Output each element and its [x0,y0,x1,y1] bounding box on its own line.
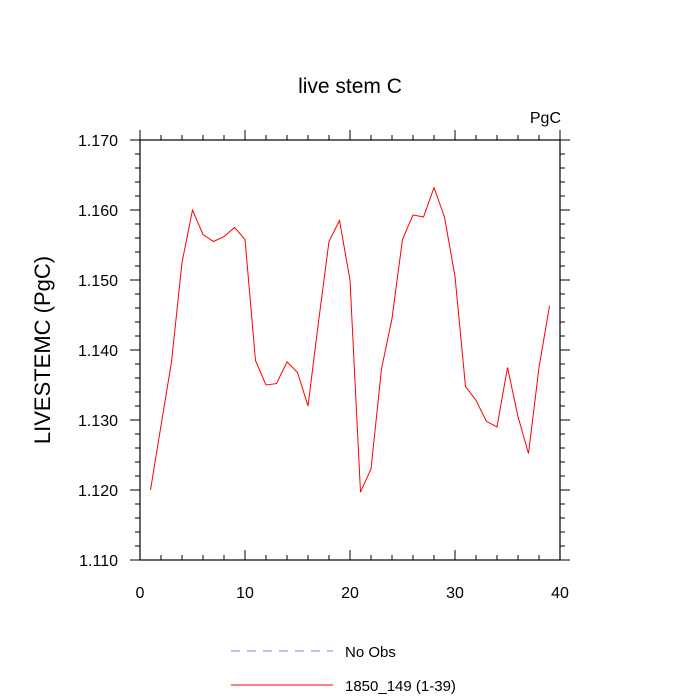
legend-label-no-obs: No Obs [345,644,396,661]
plot-frame [139,139,561,561]
series-lines [150,186,550,493]
axis-ticks [130,130,570,561]
y-tick-label: 1.120 [78,483,118,500]
y-tick-label: 1.170 [78,133,118,150]
x-tick-label: 0 [136,585,145,602]
y-tick-label: 1.130 [78,413,118,430]
legend: No Obs 1850_149 (1-39) [231,644,456,695]
x-tick-label: 10 [236,585,254,602]
y-tick-label: 1.140 [78,343,118,360]
legend-label-1850-149: 1850_149 (1-39) [345,678,456,695]
y-tick-label: 1.150 [78,273,118,290]
x-tick-label: 40 [551,585,569,602]
chart-title: live stem C [298,75,402,98]
y-axis-label: LIVESTEMC (PgC) [30,256,55,444]
y-tick-label: 1.160 [78,203,118,220]
units-label: PgC [530,110,561,127]
x-tick-label: 20 [341,585,359,602]
series-line [150,186,550,493]
x-tick-label: 30 [446,585,464,602]
axis-tick-labels: 0 10 20 30 40 1.110 1.120 1.130 1.140 1.150 1.160 1… [78,133,569,602]
y-tick-label: 1.110 [79,553,118,570]
